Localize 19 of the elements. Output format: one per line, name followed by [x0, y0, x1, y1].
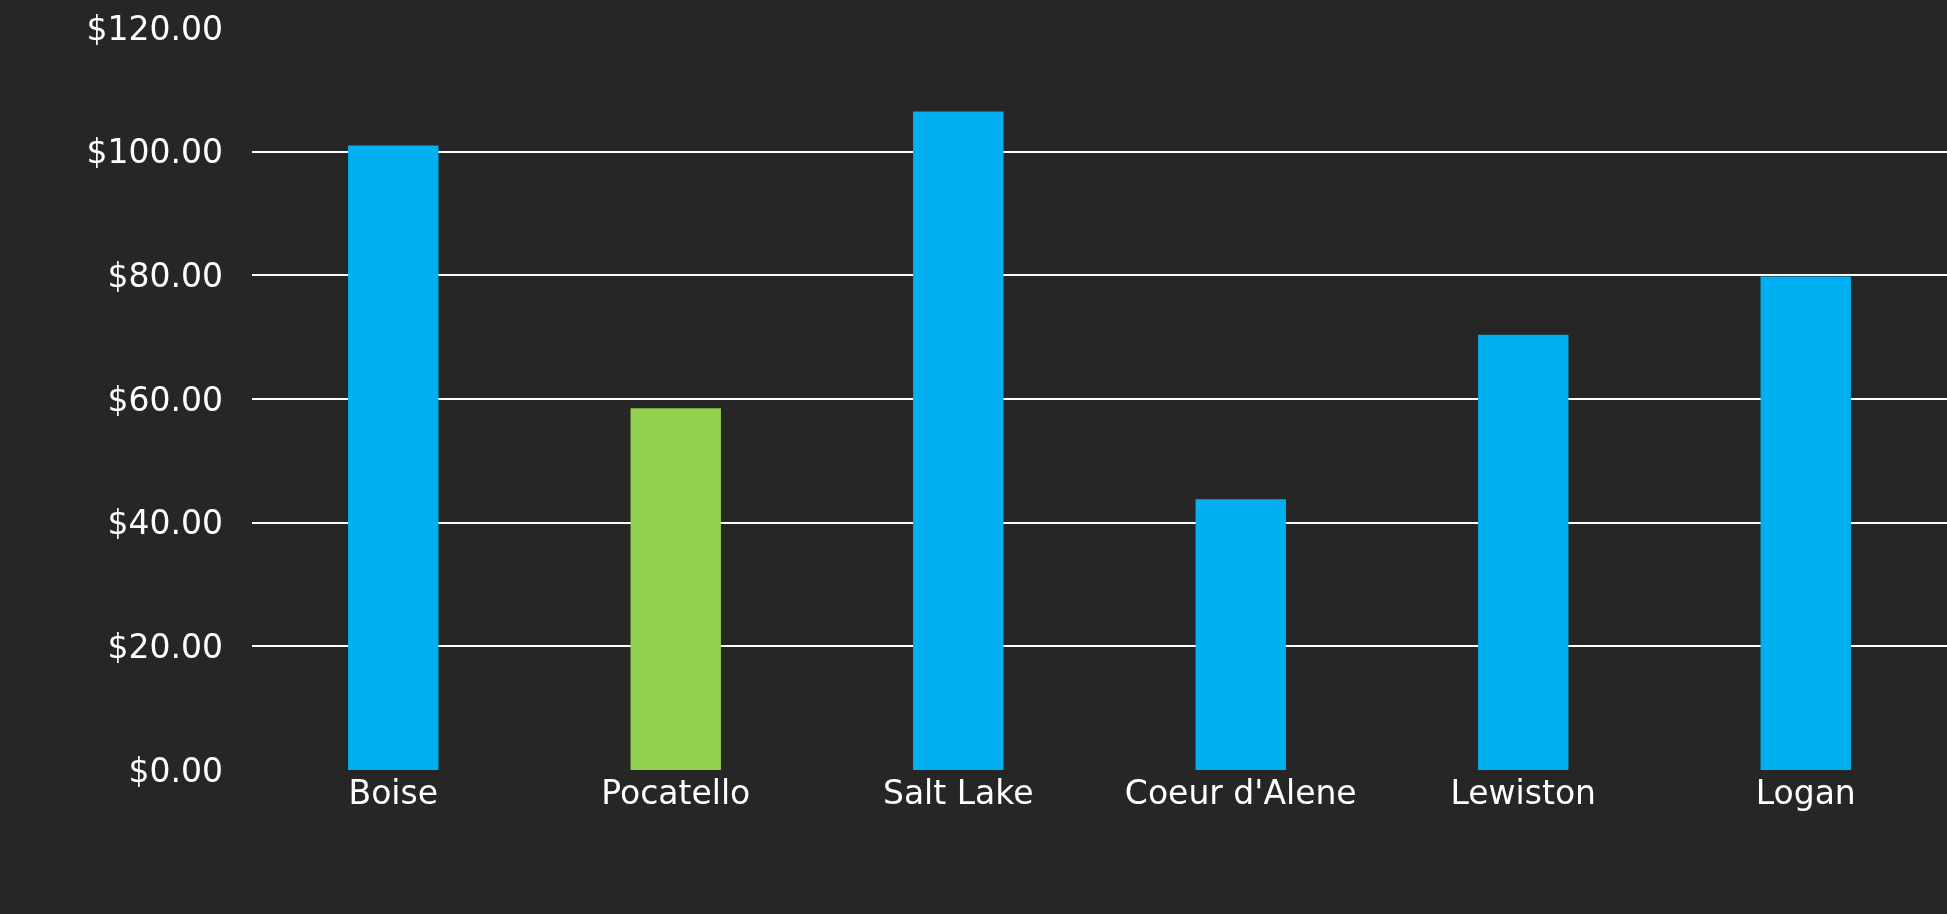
y-tick-label: $120.00: [86, 8, 223, 48]
y-tick-label: $80.00: [107, 255, 223, 295]
y-tick-label: $40.00: [107, 503, 223, 543]
bar: [1760, 276, 1851, 770]
bar: [913, 111, 1004, 770]
x-tick-label: Pocatello: [601, 773, 751, 812]
y-tick-label: $0.00: [128, 750, 223, 790]
bar: [1195, 499, 1286, 770]
y-tick-label: $20.00: [107, 626, 223, 666]
bar: [348, 145, 439, 770]
y-tick-label: $100.00: [86, 132, 223, 172]
bar: [1478, 334, 1569, 770]
x-tick-label: Coeur d'Alene: [1124, 773, 1357, 812]
x-tick-label: Lewiston: [1450, 773, 1597, 812]
x-tick-label: Boise: [348, 773, 438, 812]
x-tick-label: Salt Lake: [882, 773, 1034, 812]
x-tick-label: Logan: [1755, 773, 1856, 812]
y-tick-label: $60.00: [107, 379, 223, 419]
bar: [630, 408, 721, 770]
